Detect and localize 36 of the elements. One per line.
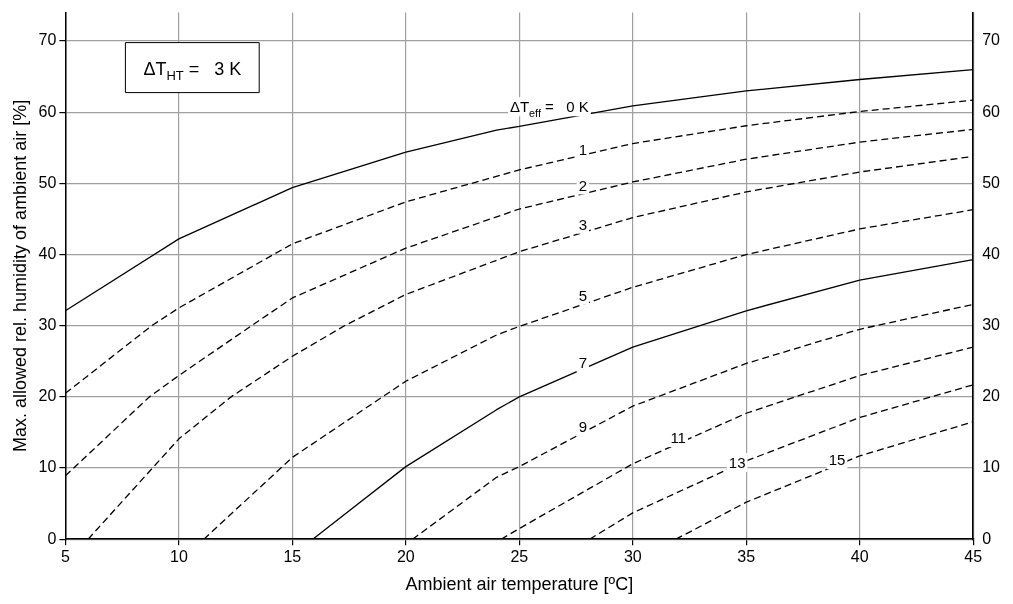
y-axis-title: Max. allowed rel. humidity of ambient air [%] — [9, 99, 30, 452]
annotation: 15 — [828, 451, 846, 469]
annotation: 1 — [578, 140, 588, 158]
y-tick-label: 10 — [38, 458, 57, 476]
x-tick-label: 10 — [169, 548, 188, 566]
y2-tick-label: 10 — [982, 458, 1001, 476]
y-tick-label: 70 — [38, 31, 57, 49]
x-tick-label: 40 — [850, 548, 869, 566]
x-tick-label: 5 — [60, 548, 70, 566]
annotation: 5 — [578, 286, 588, 304]
y2-tick-label: 30 — [982, 316, 1001, 334]
x-tick-label: 20 — [396, 548, 415, 566]
y-tick-label: 40 — [38, 244, 57, 262]
y2-tick-label: 50 — [982, 173, 1001, 191]
annotation: 11 — [670, 429, 686, 447]
annotation: 3 — [578, 215, 588, 233]
y2-tick-label: 0 — [982, 529, 992, 547]
annotation: 9 — [578, 418, 588, 436]
y-tick-label: 0 — [47, 529, 57, 547]
x-tick-label: 25 — [510, 548, 529, 566]
y-tick-label: 60 — [38, 102, 57, 120]
x-tick-label: 35 — [737, 548, 756, 566]
y2-tick-label: 70 — [982, 31, 1001, 49]
x-tick-label: 30 — [623, 548, 642, 566]
annotation: 2 — [578, 176, 588, 194]
y2-tick-label: 40 — [982, 244, 1001, 262]
y-tick-label: 30 — [38, 316, 57, 334]
y-tick-label: 50 — [38, 173, 57, 191]
annotation: 7 — [578, 354, 588, 372]
annotation: 13 — [728, 454, 746, 472]
x-tick-label: 15 — [283, 548, 302, 566]
y-tick-label: 20 — [38, 387, 57, 405]
x-tick-label: 45 — [964, 548, 983, 566]
y2-tick-label: 60 — [982, 102, 1001, 120]
x-axis-title: Ambient air temperature [ºC] — [405, 574, 634, 595]
y2-tick-label: 20 — [982, 387, 1001, 405]
